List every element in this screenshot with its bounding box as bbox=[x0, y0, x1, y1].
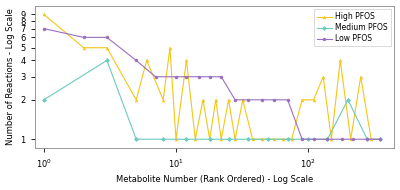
High PFOS bbox=[144, 59, 149, 62]
High PFOS bbox=[358, 76, 363, 78]
Low PFOS bbox=[285, 99, 290, 101]
Low PFOS bbox=[207, 76, 212, 78]
Line: High PFOS: High PFOS bbox=[42, 13, 382, 141]
High PFOS bbox=[260, 138, 265, 140]
X-axis label: Metabolite Number (Rank Ordered) - Log Scale: Metabolite Number (Rank Ordered) - Log S… bbox=[116, 175, 313, 184]
Y-axis label: Number of Reactions - Log Scale: Number of Reactions - Log Scale bbox=[6, 9, 14, 146]
Low PFOS bbox=[260, 99, 265, 101]
High PFOS bbox=[219, 138, 224, 140]
Low PFOS bbox=[81, 36, 86, 39]
Low PFOS bbox=[104, 36, 109, 39]
High PFOS bbox=[168, 47, 172, 49]
High PFOS bbox=[240, 99, 245, 101]
High PFOS bbox=[233, 138, 238, 140]
High PFOS bbox=[207, 138, 212, 140]
High PFOS bbox=[250, 138, 255, 140]
Low PFOS bbox=[378, 138, 382, 140]
Medium PFOS bbox=[207, 138, 212, 140]
High PFOS bbox=[193, 138, 198, 140]
High PFOS bbox=[161, 99, 166, 101]
Low PFOS bbox=[311, 138, 316, 140]
Low PFOS bbox=[340, 138, 344, 140]
Low PFOS bbox=[134, 59, 139, 62]
Low PFOS bbox=[246, 99, 250, 101]
High PFOS bbox=[213, 99, 218, 101]
Medium PFOS bbox=[365, 138, 370, 140]
High PFOS bbox=[42, 13, 46, 15]
Line: Medium PFOS: Medium PFOS bbox=[42, 59, 382, 141]
High PFOS bbox=[300, 99, 304, 101]
High PFOS bbox=[329, 138, 334, 140]
Low PFOS bbox=[219, 76, 224, 78]
High PFOS bbox=[321, 76, 326, 78]
High PFOS bbox=[272, 138, 276, 140]
Medium PFOS bbox=[104, 59, 109, 62]
High PFOS bbox=[311, 99, 316, 101]
Medium PFOS bbox=[378, 138, 382, 140]
Medium PFOS bbox=[42, 99, 46, 101]
Low PFOS bbox=[272, 99, 276, 101]
High PFOS bbox=[281, 138, 286, 140]
High PFOS bbox=[378, 138, 382, 140]
High PFOS bbox=[348, 138, 353, 140]
Low PFOS bbox=[325, 138, 330, 140]
Low PFOS bbox=[197, 76, 202, 78]
High PFOS bbox=[369, 138, 374, 140]
Medium PFOS bbox=[134, 138, 139, 140]
Medium PFOS bbox=[161, 138, 166, 140]
High PFOS bbox=[134, 99, 139, 101]
Low PFOS bbox=[233, 99, 238, 101]
Low PFOS bbox=[174, 76, 178, 78]
Medium PFOS bbox=[226, 138, 231, 140]
Low PFOS bbox=[365, 138, 370, 140]
Medium PFOS bbox=[184, 138, 189, 140]
High PFOS bbox=[200, 99, 205, 101]
High PFOS bbox=[81, 47, 86, 49]
Medium PFOS bbox=[306, 138, 310, 140]
Low PFOS bbox=[42, 28, 46, 30]
Medium PFOS bbox=[246, 138, 250, 140]
High PFOS bbox=[289, 138, 294, 140]
Low PFOS bbox=[300, 138, 304, 140]
High PFOS bbox=[174, 138, 178, 140]
Legend: High PFOS, Medium PFOS, Low PFOS: High PFOS, Medium PFOS, Low PFOS bbox=[314, 9, 391, 46]
High PFOS bbox=[104, 47, 109, 49]
Line: Low PFOS: Low PFOS bbox=[42, 27, 382, 141]
Medium PFOS bbox=[285, 138, 290, 140]
Low PFOS bbox=[351, 138, 356, 140]
High PFOS bbox=[338, 59, 343, 62]
Low PFOS bbox=[153, 76, 158, 78]
Medium PFOS bbox=[346, 99, 350, 101]
Medium PFOS bbox=[325, 138, 330, 140]
Medium PFOS bbox=[266, 138, 271, 140]
High PFOS bbox=[226, 99, 231, 101]
High PFOS bbox=[184, 59, 189, 62]
Low PFOS bbox=[184, 76, 189, 78]
